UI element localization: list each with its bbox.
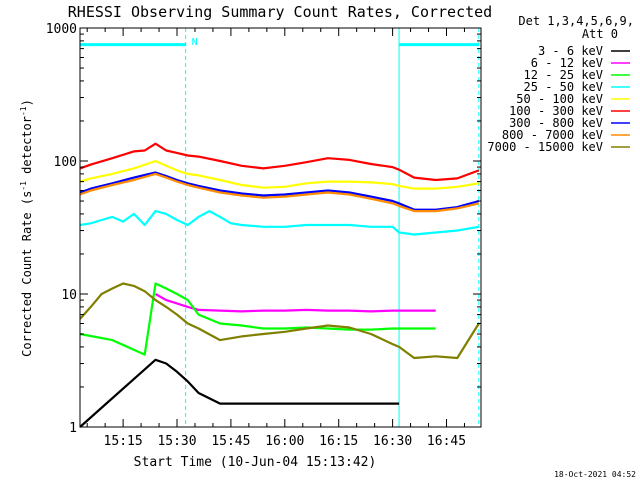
series-line-1 [154, 293, 436, 313]
legend-header-line-2: Att 0 [582, 27, 618, 41]
series-line-8 [79, 282, 480, 360]
x-axis-label: Start Time (10-Jun-04 15:13:42) [134, 455, 377, 470]
legend-label: 800 - 7000 keV [502, 128, 603, 142]
y-label-text-2: detector [20, 116, 34, 181]
x-tick-label: 15:45 [211, 434, 250, 449]
x-tick-label: 16:15 [319, 434, 358, 449]
series-line-4 [79, 159, 479, 190]
night-marker-label: N [192, 37, 198, 48]
y-axis-label: Corrected Count Rate (s-1 detector-1) [19, 99, 34, 357]
y-axis-ticks: 1 10 100 1000 [46, 22, 481, 436]
legend-label: 7000 - 15000 keV [487, 140, 603, 154]
y-label-text-3: ) [20, 99, 34, 106]
y-tick-label: 1 [69, 421, 77, 436]
x-tick-label: 15:15 [104, 434, 143, 449]
legend-label: 300 - 800 keV [509, 116, 603, 130]
x-tick-label: 15:30 [157, 434, 196, 449]
y-tick-label: 10 [61, 288, 77, 303]
legend-label: 100 - 300 keV [509, 104, 603, 118]
series-line-3 [79, 210, 479, 236]
y-label-text-1: Corrected Count Rate (s [20, 191, 34, 357]
plot-frame [79, 27, 482, 428]
y-label-sup-1: -1 [19, 181, 28, 191]
legend-label: 50 - 100 keV [516, 92, 603, 106]
y-tick-label: 1000 [46, 22, 77, 37]
series-line-6 [79, 171, 480, 211]
legend-label: 6 - 12 keV [531, 56, 603, 70]
chart-title: RHESSI Observing Summary Count Rates, Co… [68, 3, 492, 21]
series-line-2 [79, 282, 436, 356]
y-label-sup-2: -1 [19, 106, 28, 116]
x-tick-label: 16:00 [265, 434, 304, 449]
footer-date: 18-Oct-2021 04:52 [554, 470, 636, 479]
legend-label: 12 - 25 keV [524, 68, 603, 82]
series-line-5 [79, 142, 480, 182]
series-lines [79, 142, 480, 428]
legend-label: 25 - 50 keV [524, 80, 603, 94]
y-tick-label: 100 [54, 155, 77, 170]
x-tick-label: 16:30 [373, 434, 412, 449]
legend-header-line-1: Det 1,3,4,5,6,9, [518, 14, 634, 28]
x-tick-label: 16:45 [427, 434, 466, 449]
series-line-0 [79, 358, 400, 428]
series-line-7 [79, 172, 480, 213]
legend-label: 3 - 6 keV [538, 44, 603, 58]
x-axis-ticks: 15:15 15:30 15:45 16:00 16:15 16:30 16:45 [86, 28, 466, 449]
